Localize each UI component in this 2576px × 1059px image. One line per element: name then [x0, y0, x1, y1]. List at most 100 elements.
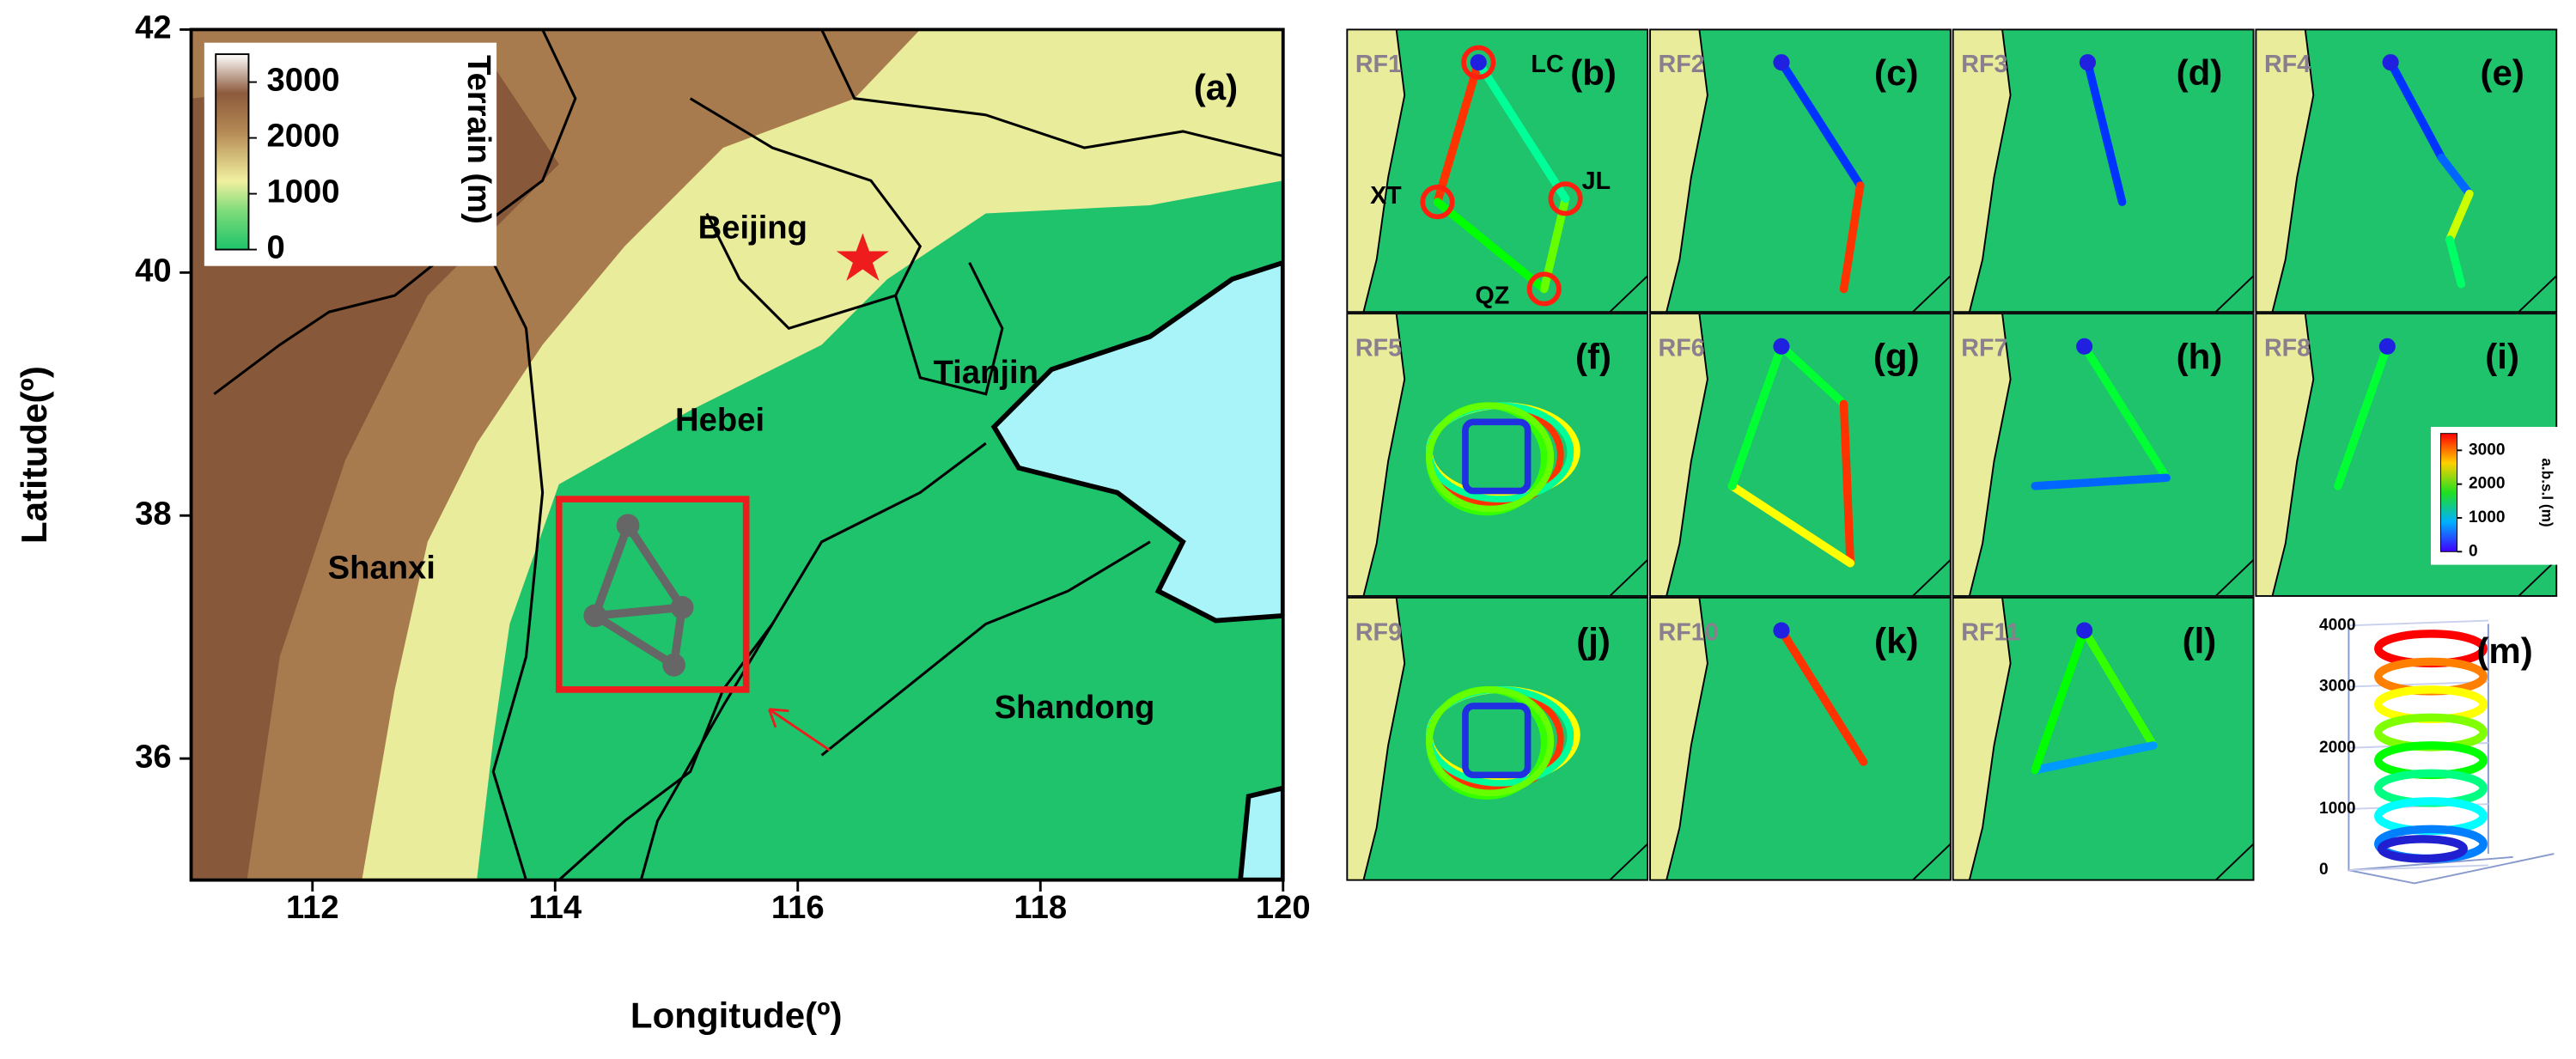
- profile-tick-label: 4000: [2319, 616, 2356, 634]
- panel-terrain: [1650, 597, 1708, 880]
- flight-track: [2386, 58, 2446, 162]
- site-label: QZ: [1475, 283, 1509, 310]
- flight-track: [2031, 626, 2089, 775]
- site-ring: [1461, 45, 1496, 80]
- profile-tick-label: 1000: [2319, 800, 2356, 818]
- site-marker: [1470, 54, 1487, 71]
- panel-label: (i): [2485, 337, 2519, 377]
- x-tick-label: 120: [1256, 889, 1311, 926]
- site-marker: [2076, 338, 2093, 355]
- site-ring: [1526, 271, 1562, 307]
- panel-boundary: [1968, 313, 2255, 597]
- profile-tick-label: 0: [2319, 861, 2329, 879]
- panel-boundary: [2271, 313, 2557, 597]
- site-marker: [662, 653, 685, 677]
- profile-grid: [2348, 680, 2488, 688]
- panel-terrain: [2256, 313, 2314, 596]
- place-label: Hebei: [675, 401, 764, 438]
- flight-label: RF10: [1659, 618, 1719, 646]
- profile-grid: [2348, 864, 2488, 872]
- province-boundary: [557, 623, 774, 880]
- flight-track: [1727, 482, 1855, 568]
- panel-terrain: [1347, 313, 1405, 596]
- flight-label: RF11: [1961, 618, 2020, 646]
- flight-track: [1839, 399, 1855, 568]
- beijing-star: [836, 233, 889, 281]
- colorbar-tick-label: 1000: [266, 173, 339, 210]
- flight-track: [1777, 626, 1868, 766]
- site-marker: [670, 595, 694, 619]
- site-marker: [1773, 54, 1790, 71]
- profile-tick-label: 2000: [2319, 739, 2356, 757]
- colorbar-label: Terrain (m): [460, 55, 497, 224]
- panel-label: (f): [1575, 337, 1611, 377]
- flight-label: RF7: [1961, 335, 2007, 362]
- flight-panel: RF4 (e): [2255, 28, 2558, 313]
- arrow: [768, 708, 831, 752]
- colorbar: [215, 53, 250, 251]
- altitude-colorbar-tick-label: 1000: [2469, 508, 2506, 526]
- altitude-colorbar-label: a.b.s.l (m): [2538, 458, 2555, 526]
- panel-terrain: [1347, 597, 1405, 880]
- place-label: Tianjin: [934, 354, 1038, 391]
- colorbar-tick-label: 0: [266, 229, 284, 266]
- flight-label: RF6: [1659, 335, 1705, 362]
- panel-boundary: [1666, 29, 1952, 313]
- flight-track: [2031, 741, 2158, 775]
- flight-panel: RF1 (b) LC XT JL QZ: [1346, 28, 1649, 313]
- panel-boundary: [2271, 29, 2557, 313]
- sea-south: [1238, 785, 1283, 880]
- panel-boundary: [1362, 313, 1648, 597]
- panel-terrain: [1952, 597, 2011, 880]
- panel-terrain: [1952, 313, 2011, 596]
- panel-frame: [1346, 313, 1649, 597]
- panel-boundary: [1362, 29, 1648, 313]
- panel-terrain: [1650, 313, 1708, 596]
- flight-track: [1777, 342, 1848, 409]
- province-boundary: [475, 228, 545, 880]
- y-axis-label: Latitude(º): [14, 366, 54, 544]
- panel-frame: [1346, 596, 1649, 881]
- site-marker: [1773, 622, 1790, 639]
- x-tick-label: 114: [528, 889, 582, 926]
- site-marker: [1773, 338, 1790, 355]
- flight-track: [1433, 58, 1483, 206]
- sea: [990, 259, 1283, 624]
- flight-track: [1777, 58, 1865, 190]
- flight-label: RF4: [2264, 51, 2311, 78]
- flight-track: [1839, 181, 1865, 294]
- flight-panel: RF9 (j): [1346, 596, 1649, 881]
- y-tick-label: 36: [135, 738, 172, 775]
- panel-boundary: [1968, 29, 2255, 313]
- flight-track: [2083, 58, 2127, 206]
- altitude-colorbar-tick-label: 0: [2469, 542, 2478, 560]
- panel-boundary: [1362, 597, 1648, 881]
- flight-label: RF5: [1355, 335, 1402, 362]
- province-boundary: [820, 540, 1151, 757]
- flight-panel: RF3 (d): [1952, 28, 2255, 313]
- colorbar-box: [204, 42, 497, 266]
- flight-track: [1474, 58, 1570, 204]
- site-marker: [2076, 622, 2093, 639]
- flight-orbit: [1462, 703, 1532, 779]
- flight-track: [2437, 153, 2474, 198]
- map-frame: [189, 27, 1285, 882]
- y-tick-label: 42: [135, 9, 172, 46]
- site-marker: [2079, 54, 2097, 71]
- panel-label: (a): [1194, 67, 1238, 107]
- flight-track: [1727, 342, 1786, 490]
- site-label: XT: [1370, 182, 1402, 210]
- flight-panel: RF2 (c): [1649, 28, 1952, 313]
- panel-frame: [1952, 28, 2255, 313]
- altitude-colorbar: [2439, 433, 2458, 552]
- panel-boundary: [1666, 313, 1952, 597]
- y-tick-label: 38: [135, 495, 172, 532]
- flight-panel: RF7 (h): [1952, 313, 2255, 597]
- x-tick-label: 112: [286, 889, 339, 926]
- flight-orbit: [1462, 418, 1532, 495]
- colorbar-tick-label: 3000: [266, 62, 339, 99]
- place-label: Shanxi: [328, 549, 435, 586]
- panel-frame: [1952, 313, 2255, 597]
